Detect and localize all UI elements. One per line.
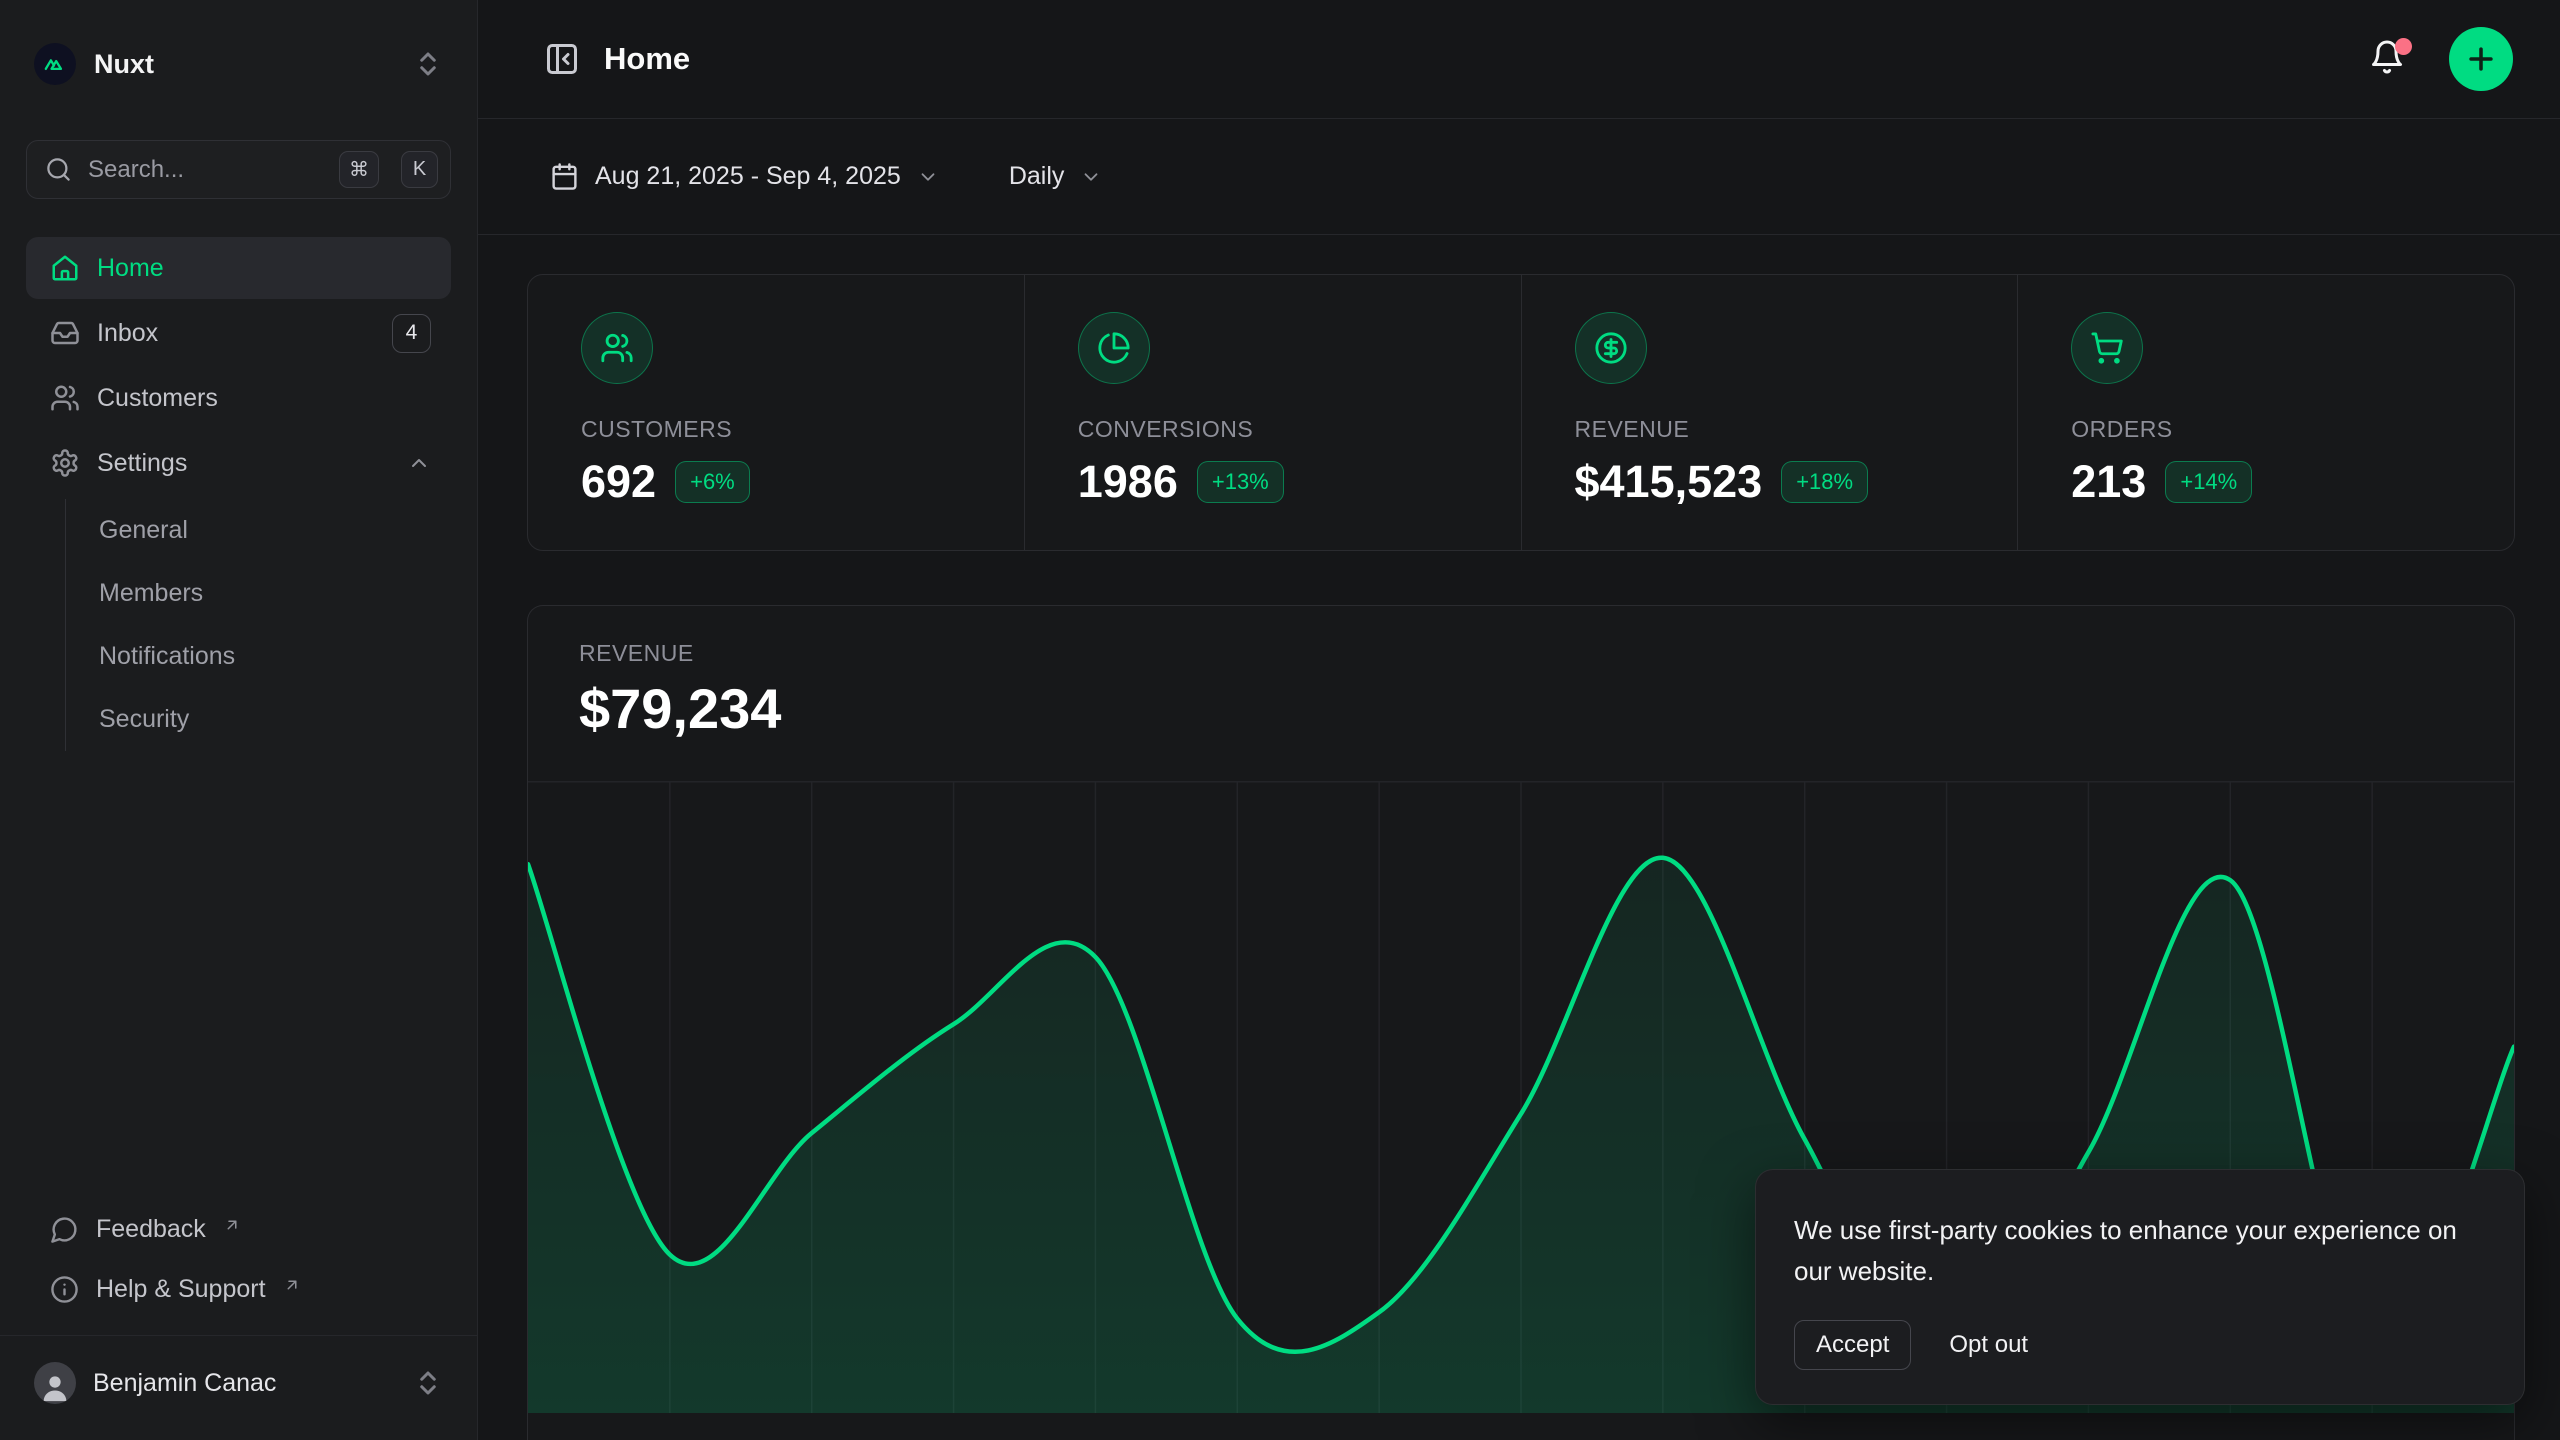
notifications-bell-icon[interactable] [2369,39,2409,79]
stats-row: CUSTOMERS 692 +6% CONVERSIONS 1986 +13% [527,274,2515,551]
external-link-icon [283,1272,301,1290]
plus-icon [2464,42,2498,76]
sidebar-item-security[interactable]: Security [99,688,451,751]
users-icon [581,312,653,384]
chevrons-up-down-icon [413,1368,443,1398]
stat-card-revenue[interactable]: REVENUE $415,523 +18% [1522,275,2018,550]
sidebar-nav: Home Inbox 4 Customers Settings [26,237,451,751]
page-title: Home [604,41,690,77]
info-circle-icon [50,1275,79,1304]
stat-value: $415,523 [1575,456,1763,508]
stat-card-orders[interactable]: ORDERS 213 +14% [2018,275,2514,550]
shopping-cart-icon [2071,312,2143,384]
feedback-label: Feedback [96,1215,206,1244]
app-root: Nuxt Search... ⌘ K Home [0,0,2560,1440]
help-support-label: Help & Support [96,1275,266,1304]
cookie-message: We use first-party cookies to enhance yo… [1794,1210,2486,1292]
dollar-circle-icon [1575,312,1647,384]
stat-label: CONVERSIONS [1078,416,1481,443]
stat-label: ORDERS [2071,416,2474,443]
sidebar: Nuxt Search... ⌘ K Home [0,0,478,1440]
add-button[interactable] [2449,27,2513,91]
settings-subnav: General Members Notifications Security [65,499,451,751]
feedback-link[interactable]: Feedback [26,1199,451,1259]
kbd-k: K [401,151,438,188]
interval-select[interactable]: Daily [1003,161,1109,192]
filter-bar: Aug 21, 2025 - Sep 4, 2025 Daily [478,119,2560,235]
workspace-switcher[interactable]: Nuxt [26,36,451,92]
inbox-icon [50,318,80,348]
stat-value: 1986 [1078,456,1178,508]
interval-label: Daily [1009,162,1065,191]
chat-bubble-icon [50,1215,79,1244]
sidebar-item-notifications[interactable]: Notifications [99,625,451,688]
search-icon [45,156,72,183]
chevron-down-icon [917,166,939,188]
sidebar-item-label: Home [97,254,164,283]
stat-delta-badge: +6% [675,461,750,503]
sidebar-item-customers[interactable]: Customers [26,367,451,429]
stat-delta-badge: +14% [2165,461,2252,503]
stat-label: CUSTOMERS [581,416,984,443]
divider [0,1335,477,1336]
sidebar-item-label: Settings [97,449,187,478]
search-placeholder: Search... [88,156,317,184]
cookie-banner: We use first-party cookies to enhance yo… [1755,1169,2525,1405]
inbox-count-badge: 4 [392,314,431,353]
calendar-icon [550,162,579,191]
chevron-up-icon [407,451,431,475]
chevrons-up-down-icon [413,49,443,79]
sidebar-footer: Feedback Help & Support Benjami [26,1199,451,1414]
stat-delta-badge: +18% [1781,461,1868,503]
sidebar-item-label: Inbox [97,319,158,348]
stat-card-customers[interactable]: CUSTOMERS 692 +6% [528,275,1024,550]
stat-delta-badge: +13% [1197,461,1284,503]
notification-dot [2395,38,2412,55]
gear-icon [50,448,80,478]
brand-name: Nuxt [94,49,154,80]
search-input[interactable]: Search... ⌘ K [26,140,451,199]
revenue-panel-value: $79,234 [579,676,2463,741]
stat-value: 213 [2071,456,2146,508]
accept-cookies-button[interactable]: Accept [1794,1320,1911,1370]
collapse-sidebar-icon[interactable] [544,41,580,77]
external-link-icon [223,1212,241,1230]
date-range-label: Aug 21, 2025 - Sep 4, 2025 [595,162,901,191]
avatar [34,1362,76,1404]
stat-label: REVENUE [1575,416,1978,443]
topbar: Home [478,0,2560,119]
stat-value: 692 [581,456,656,508]
user-name: Benjamin Canac [93,1369,276,1398]
users-icon [50,383,80,413]
sidebar-item-settings[interactable]: Settings [26,432,451,494]
home-icon [50,253,80,283]
sidebar-item-general[interactable]: General [99,499,451,562]
sidebar-item-label: Customers [97,384,218,413]
revenue-panel-label: REVENUE [579,640,2463,667]
opt-out-button[interactable]: Opt out [1943,1330,2034,1360]
main-panel: Home Aug 21, 2025 - Sep 4, 2025 [478,0,2560,1440]
nuxt-logo-icon [34,43,76,85]
help-support-link[interactable]: Help & Support [26,1259,451,1319]
date-range-picker[interactable]: Aug 21, 2025 - Sep 4, 2025 [544,161,945,192]
chevron-down-icon [1080,166,1102,188]
stat-card-conversions[interactable]: CONVERSIONS 1986 +13% [1025,275,1521,550]
topbar-actions [2369,27,2513,91]
sidebar-item-home[interactable]: Home [26,237,451,299]
user-menu[interactable]: Benjamin Canac [26,1352,451,1414]
pie-chart-icon [1078,312,1150,384]
sidebar-item-inbox[interactable]: Inbox 4 [26,302,451,364]
kbd-command: ⌘ [339,151,379,188]
sidebar-item-members[interactable]: Members [99,562,451,625]
